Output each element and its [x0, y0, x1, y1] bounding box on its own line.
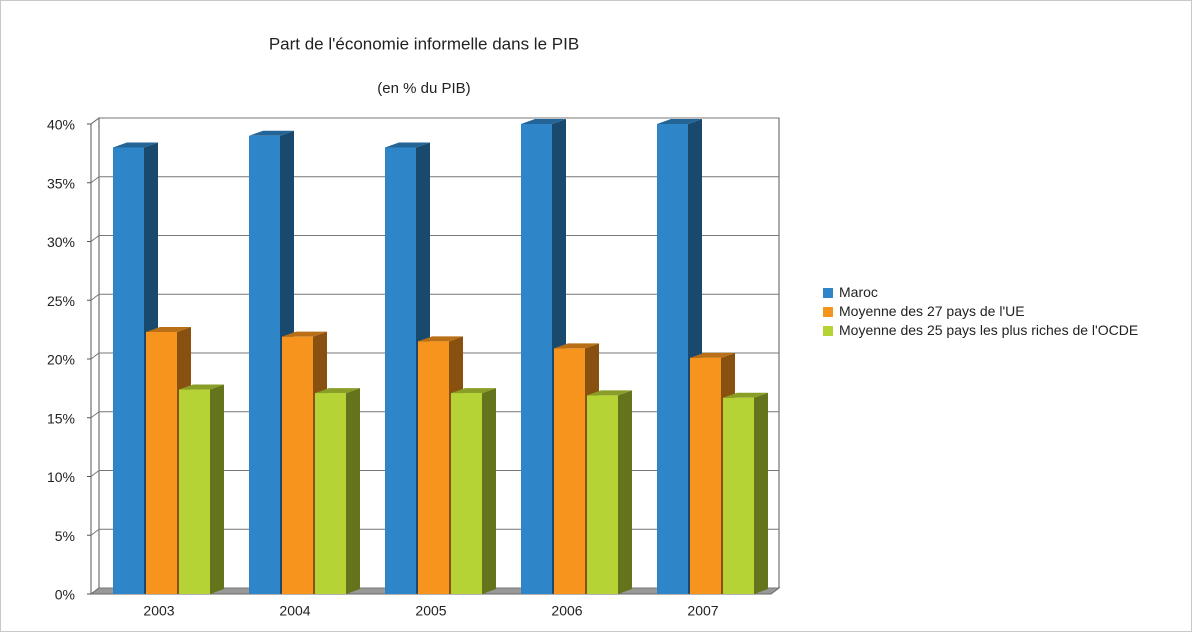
bar-face: [315, 388, 360, 394]
bar: [179, 384, 224, 594]
chart-title: Part de l'économie informelle dans le PI…: [269, 34, 579, 53]
y-tick-label: 20%: [47, 352, 75, 368]
x-tick-label: 2006: [551, 603, 582, 619]
bar-face: [385, 142, 430, 148]
y-tick-label: 15%: [47, 410, 75, 426]
bar-face: [315, 393, 346, 594]
bar-face: [521, 119, 566, 124]
x-tick-label: 2004: [279, 603, 310, 619]
bar-face: [282, 331, 327, 337]
legend-swatch: [823, 307, 833, 317]
bar: [451, 388, 496, 594]
bar-face: [521, 124, 552, 594]
legend-swatch: [823, 288, 833, 298]
bar-face: [587, 395, 618, 594]
y-tick-label: 30%: [47, 234, 75, 250]
grid-line: [90, 411, 100, 419]
bar-face: [451, 393, 482, 594]
legend-item: Moyenne des 27 pays de l'UE: [823, 304, 1183, 319]
bar-face: [113, 142, 158, 148]
bar-face: [690, 352, 735, 358]
grid-line: [90, 587, 100, 595]
legend-item: Maroc: [823, 285, 1183, 300]
bar-face: [210, 384, 224, 594]
bar-face: [346, 388, 360, 594]
grid-line: [90, 117, 100, 125]
legend-item: Moyenne des 25 pays les plus riches de l…: [823, 323, 1183, 338]
bar-face: [657, 124, 688, 594]
y-tick-label: 40%: [47, 117, 75, 133]
legend: Maroc Moyenne des 27 pays de l'UE Moyenne …: [823, 285, 1183, 342]
bar-face: [249, 130, 294, 136]
bar-face: [554, 343, 599, 349]
bar-face: [385, 147, 416, 594]
bar-face: [723, 397, 754, 594]
bar-face: [754, 392, 768, 594]
bar-face: [179, 389, 210, 594]
bar-face: [113, 147, 144, 594]
y-tick-label: 10%: [47, 469, 75, 485]
bar-face: [249, 135, 280, 594]
bar-face: [179, 384, 224, 390]
x-tick-label: 2005: [415, 603, 446, 619]
grid-line: [90, 293, 100, 301]
bar-face: [418, 341, 449, 594]
grid-line: [90, 470, 100, 477]
grid-line: [90, 528, 100, 536]
bar-face: [618, 390, 632, 594]
y-tick-label: 0%: [55, 587, 75, 603]
bar-face: [146, 326, 191, 332]
bar-face: [657, 119, 702, 124]
bar-face: [451, 388, 496, 394]
bar: [587, 390, 632, 594]
bar-face: [554, 348, 585, 594]
chart-subtitle: (en % du PIB): [377, 80, 470, 97]
bar: [315, 388, 360, 594]
bar-face: [282, 336, 313, 594]
bar-face: [723, 392, 768, 398]
x-tick-label: 2007: [687, 603, 718, 619]
bar-face: [482, 388, 496, 594]
legend-label: Moyenne des 27 pays de l'UE: [839, 303, 1025, 319]
legend-swatch: [823, 326, 833, 336]
grid-line: [90, 235, 100, 242]
grid-line: [90, 176, 100, 184]
grid-line: [90, 352, 100, 360]
y-tick-label: 5%: [55, 528, 75, 544]
bar-face: [146, 331, 177, 594]
bar-face: [690, 357, 721, 594]
y-tick-label: 35%: [47, 175, 75, 191]
bar-face: [418, 336, 463, 342]
legend-label: Moyenne des 25 pays les plus riches de l…: [839, 322, 1139, 338]
bar-face: [587, 390, 632, 396]
y-tick-label: 25%: [47, 293, 75, 309]
bar: [723, 392, 768, 594]
x-tick-label: 2003: [143, 603, 174, 619]
legend-label: Maroc: [839, 284, 878, 300]
